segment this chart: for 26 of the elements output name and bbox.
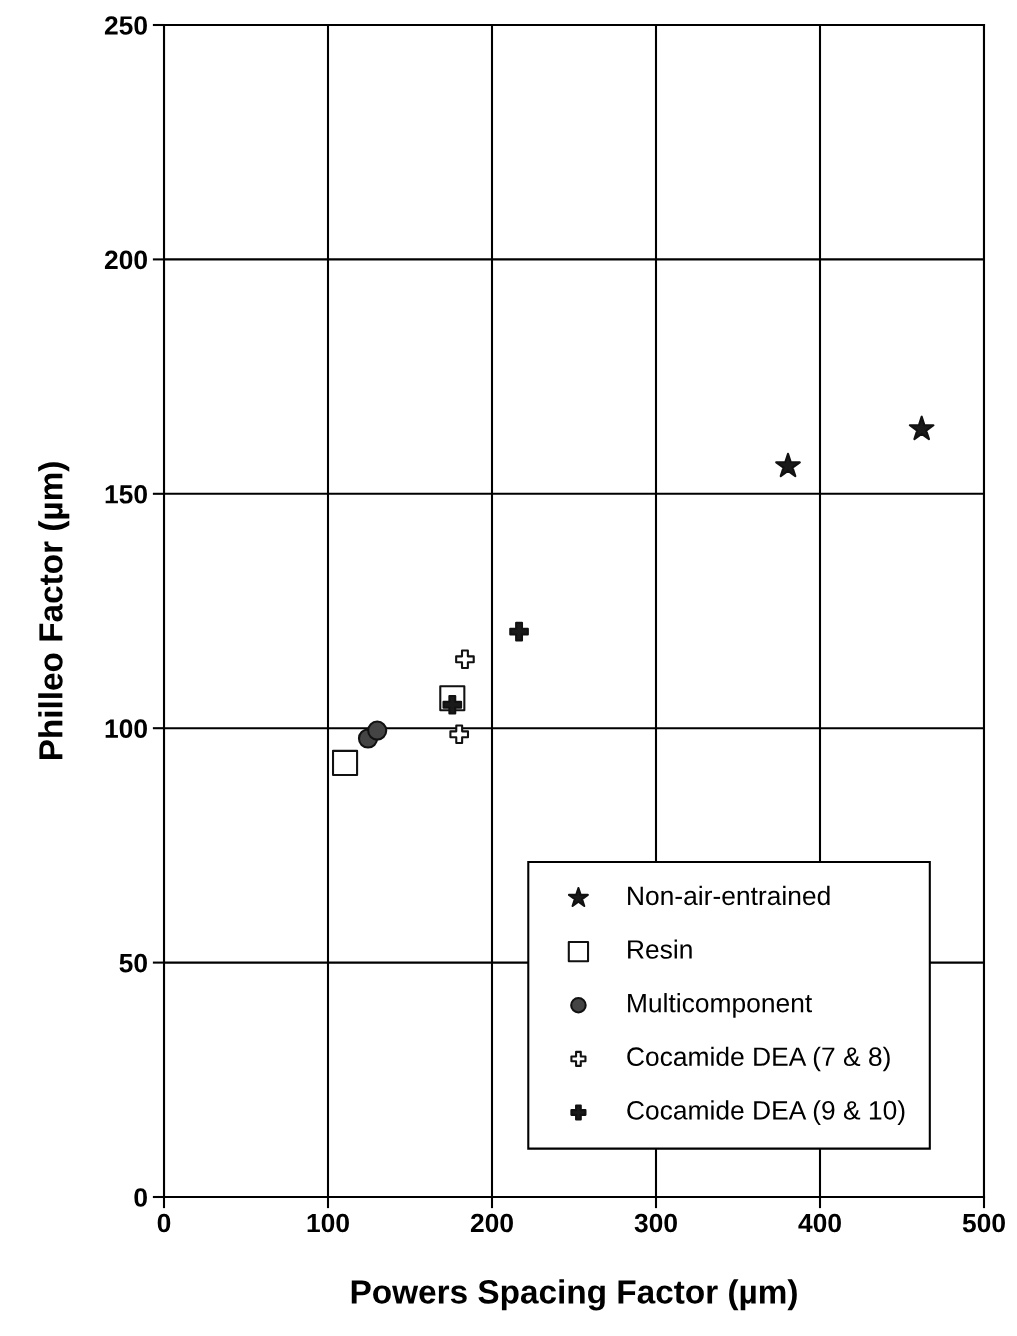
point	[455, 649, 475, 670]
y-tick-label: 250	[104, 16, 147, 35]
point	[908, 415, 935, 441]
x-axis-title: Powers Spacing Factor (µm)	[351, 1279, 797, 1311]
legend-label: Cocamide DEA (7 & 8)	[627, 1046, 890, 1072]
y-tick-label: 150	[105, 484, 147, 504]
legend-label: Multicomponent	[628, 993, 813, 1018]
point	[509, 621, 529, 642]
y-tick-label: 100	[105, 719, 147, 739]
x-tick-label: 500	[962, 1213, 1005, 1233]
x-tick-label: 100	[307, 1213, 349, 1233]
x-tick-label: 400	[798, 1213, 841, 1233]
y-tick-label: 50	[119, 953, 147, 973]
point	[449, 724, 470, 745]
x-tick-label: 200	[470, 1213, 513, 1233]
legend-label: Resin	[628, 939, 692, 959]
x-tick-label: 0	[157, 1213, 171, 1233]
y-axis-title: Philleo Factor (µm)	[38, 462, 70, 760]
y-tick-label: 200	[104, 250, 147, 270]
point	[367, 720, 388, 741]
legend-label: Cocamide DEA (9 & 10)	[627, 1100, 905, 1125]
point	[775, 452, 801, 478]
point	[331, 749, 359, 776]
legend-label: Non-air-entrained	[628, 885, 830, 906]
x-tick-label: 300	[634, 1213, 677, 1233]
y-tick-label: 0	[134, 1188, 147, 1207]
